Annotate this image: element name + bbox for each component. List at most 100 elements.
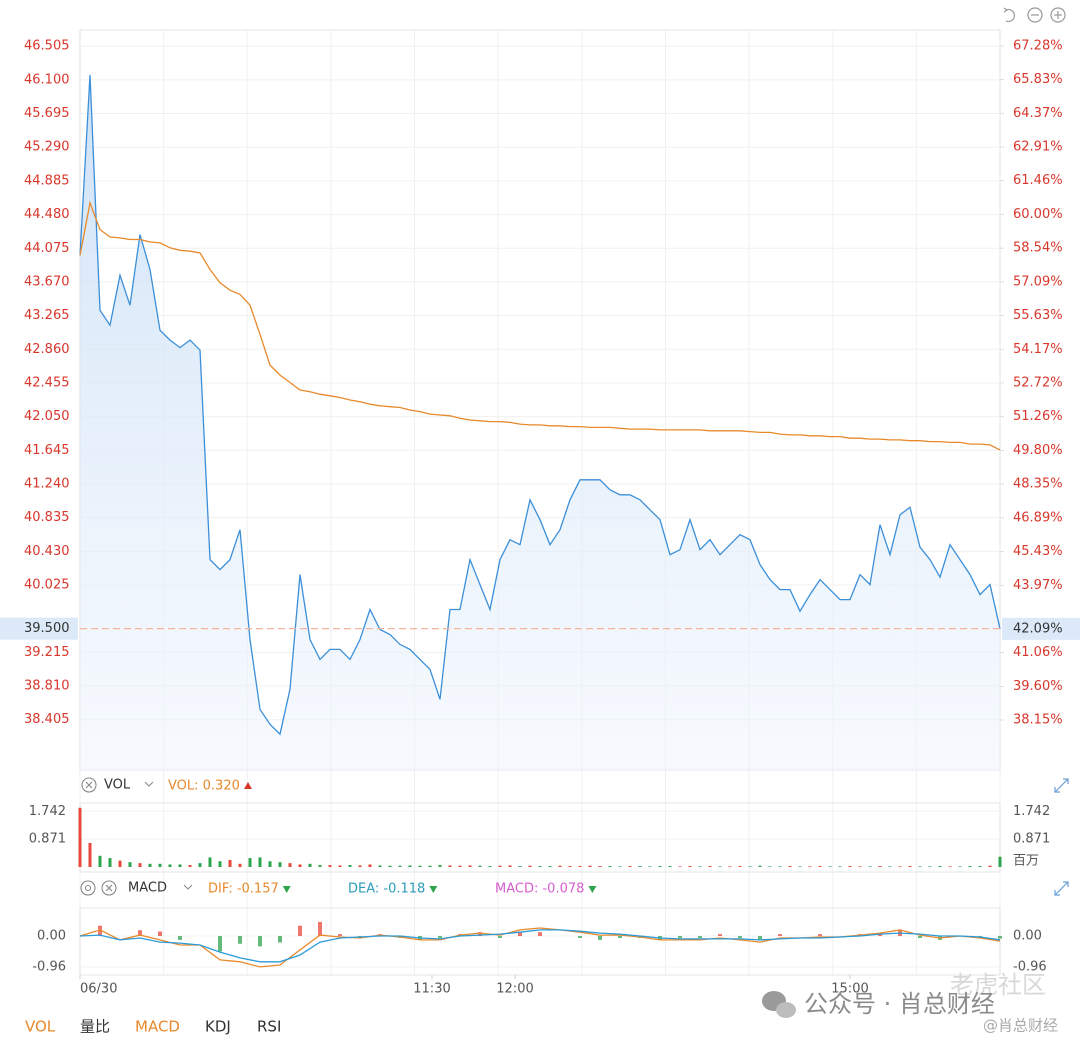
volume-bar — [568, 866, 572, 867]
volume-bar — [878, 866, 882, 867]
volume-bar — [168, 864, 172, 867]
y2-tick-label: 1.742 — [1013, 804, 1050, 819]
macd-bar — [998, 936, 1002, 939]
wechat-icon — [762, 991, 796, 1018]
watermark: 老虎社区 公众号 · 肖总财经 @肖总财经 — [762, 971, 1058, 1035]
vol-dropdown[interactable] — [144, 781, 154, 787]
volume-bar — [88, 843, 92, 867]
macd-bar — [878, 934, 882, 937]
volume-bar — [328, 865, 332, 867]
y2-tick-label: 51.26% — [1013, 409, 1063, 424]
volume-bar — [468, 865, 472, 867]
volume-bar — [798, 866, 802, 867]
reset-button[interactable] — [1003, 7, 1015, 23]
volume-bar — [688, 866, 692, 867]
macd-dropdown[interactable] — [183, 884, 193, 890]
macd-bar — [178, 936, 182, 940]
macd-bar — [498, 936, 502, 938]
zoom-in-button[interactable] — [1050, 7, 1066, 23]
indicator-tab[interactable]: 量比 — [80, 1018, 110, 1036]
volume-bar — [868, 866, 872, 867]
volume-bar — [668, 866, 672, 867]
zoom-out-button[interactable] — [1027, 7, 1043, 23]
volume-bar — [298, 864, 302, 867]
vol-readout: VOL: 0.320 — [168, 779, 240, 794]
expand-vol-button[interactable] — [1054, 778, 1069, 793]
y-tick-label: 38.405 — [24, 712, 70, 727]
macd-bar — [578, 936, 582, 938]
volume-bar — [748, 866, 752, 867]
macd-readout: DEA: -0.118 — [348, 882, 425, 897]
current-price-box — [0, 617, 78, 640]
volume-bar — [558, 865, 562, 867]
macd-bar — [218, 936, 222, 952]
y-tick-label: 39.215 — [24, 645, 70, 660]
volume-bar — [248, 858, 252, 867]
indicator-tab[interactable]: VOL — [25, 1018, 56, 1036]
volume-bar — [738, 866, 742, 867]
y2-tick-label: 65.83% — [1013, 72, 1063, 87]
volume-bar — [528, 865, 532, 867]
watermark-handle: @肖总财经 — [983, 1017, 1058, 1035]
volume-bar — [508, 865, 512, 867]
indicator-tab[interactable]: KDJ — [205, 1018, 231, 1036]
y-tick-label: 46.505 — [24, 39, 70, 54]
macd-bar — [318, 921, 322, 937]
y2-tick-label: 0.00 — [1013, 929, 1042, 944]
vol-indicator-name[interactable]: VOL — [104, 778, 131, 793]
x-tick-label: 06/30 — [80, 982, 117, 997]
macd-bar — [618, 936, 622, 938]
volume-bar — [968, 866, 972, 867]
settings-button[interactable] — [80, 880, 96, 896]
volume-bar — [698, 866, 702, 867]
macd-bar — [818, 934, 822, 937]
y2-tick-label: 0.871 — [1013, 832, 1050, 847]
y-tick-label: 44.885 — [24, 173, 70, 188]
macd-bar — [438, 936, 442, 938]
volume-bar — [858, 866, 862, 867]
volume-bar — [358, 865, 362, 867]
current-price-label: 39.500 — [24, 621, 70, 636]
volume-bar — [308, 863, 312, 867]
y-tick-label: 42.455 — [24, 375, 70, 390]
volume-bar — [628, 866, 632, 867]
text-layer: 46.505 46.100 45.695 45.290 44.885 44.480 44.0… — [0, 38, 1080, 997]
volume-bar — [108, 858, 112, 867]
macd-readout: MACD: -0.078 — [495, 882, 584, 897]
volume-bar — [338, 865, 342, 867]
x-tick-label: 11:30 — [413, 982, 450, 997]
y2-tick-label: 60.00% — [1013, 207, 1063, 222]
y2-tick-label: 58.54% — [1013, 241, 1063, 256]
average-line — [79, 200, 1001, 451]
close-vol-button[interactable] — [81, 777, 97, 793]
vol-header: VOL VOL: 0.320 — [81, 777, 1069, 794]
price-area — [80, 74, 1000, 770]
indicator-tab[interactable]: RSI — [257, 1018, 281, 1036]
macd-bar — [238, 936, 242, 944]
volume-bar — [548, 866, 552, 867]
indicator-tab[interactable]: MACD — [135, 1018, 180, 1036]
y-tick-label: 44.480 — [24, 207, 70, 222]
volume-bar — [408, 865, 412, 867]
volume-bar — [998, 856, 1002, 867]
volume-bar — [908, 866, 912, 867]
macd-bar — [138, 930, 142, 937]
y-tick-label: 45.695 — [24, 106, 70, 121]
dea-line — [79, 929, 1001, 963]
volume-bar — [98, 855, 102, 867]
y2-tick-label: 54.17% — [1013, 342, 1063, 357]
volume-bar — [318, 865, 322, 867]
close-macd-button[interactable] — [101, 880, 117, 896]
macd-bar — [918, 936, 922, 938]
y2-tick-label: 61.46% — [1013, 173, 1063, 188]
volume-bar — [888, 866, 892, 867]
macd-bar — [758, 936, 762, 941]
volume-bar — [478, 865, 482, 867]
unit-label: 百万 — [1013, 854, 1039, 869]
macd-bar — [718, 934, 722, 937]
macd-indicator-name[interactable]: MACD — [128, 881, 167, 896]
down-arrow — [429, 886, 438, 893]
expand-macd-button[interactable] — [1054, 881, 1069, 896]
volume-bar — [648, 866, 652, 867]
